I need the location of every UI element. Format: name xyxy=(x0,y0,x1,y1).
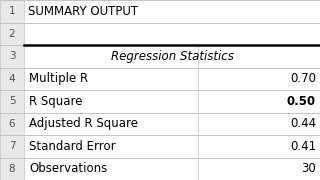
Text: 7: 7 xyxy=(9,141,15,151)
Text: 1: 1 xyxy=(9,6,15,16)
Text: Observations: Observations xyxy=(29,162,107,175)
Text: 3: 3 xyxy=(9,51,15,61)
Text: Multiple R: Multiple R xyxy=(29,72,88,85)
Text: 0.50: 0.50 xyxy=(287,95,316,108)
Text: Regression Statistics: Regression Statistics xyxy=(111,50,233,63)
Text: Adjusted R Square: Adjusted R Square xyxy=(29,117,138,130)
Text: 6: 6 xyxy=(9,119,15,129)
Bar xyxy=(0,0,24,180)
Text: 8: 8 xyxy=(9,164,15,174)
Text: SUMMARY OUTPUT: SUMMARY OUTPUT xyxy=(28,5,138,18)
Text: 0.41: 0.41 xyxy=(290,140,316,153)
Text: R Square: R Square xyxy=(29,95,83,108)
Text: 0.70: 0.70 xyxy=(290,72,316,85)
Text: 30: 30 xyxy=(301,162,316,175)
Text: 4: 4 xyxy=(9,74,15,84)
Text: 2: 2 xyxy=(9,29,15,39)
Text: 5: 5 xyxy=(9,96,15,106)
Text: Standard Error: Standard Error xyxy=(29,140,116,153)
Text: 0.44: 0.44 xyxy=(290,117,316,130)
